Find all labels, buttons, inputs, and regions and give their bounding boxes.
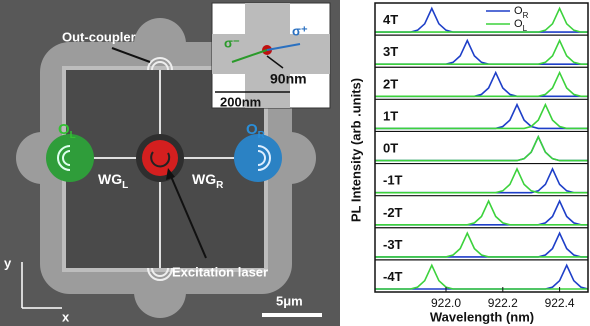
label: σ⁺	[292, 23, 308, 38]
legend-sub: R	[523, 11, 529, 20]
legend-sub: L	[523, 24, 528, 33]
label-base: WG	[98, 171, 122, 187]
label: 5μm	[276, 293, 303, 308]
spectrum	[375, 263, 589, 290]
label-sub: L	[70, 130, 76, 141]
spectrum	[375, 6, 588, 33]
label-sub: R	[216, 180, 224, 191]
x-tick-label: 922.4	[545, 296, 575, 310]
label: Excitation laser	[172, 264, 268, 279]
x-axis-label: Wavelength (nm)	[430, 309, 534, 324]
label: Out-coupler	[62, 29, 136, 44]
out-coupler-top	[147, 57, 173, 71]
axes-arrows	[21, 262, 62, 309]
inset-arrow	[266, 55, 284, 69]
spectrum	[375, 134, 588, 162]
coupler-right	[234, 134, 282, 182]
x-tick-label: 922.2	[488, 296, 518, 310]
spectrum	[375, 199, 588, 226]
spin-arrow	[150, 151, 171, 168]
label: WGL	[98, 171, 128, 191]
y-axis-label: PL Intensity (arb .units)	[348, 78, 363, 222]
label-sub: R	[258, 130, 266, 141]
spectrum	[375, 231, 588, 258]
spectrum	[375, 231, 588, 258]
legend-label: OL	[514, 18, 528, 33]
spectrum	[375, 70, 588, 98]
spectrum	[375, 102, 588, 130]
label: σ⁻	[224, 35, 240, 50]
legend-name: O	[514, 5, 523, 17]
spectrum	[375, 70, 588, 98]
spectrum	[375, 199, 588, 226]
sem-image: Out-coupler Excitation laser σ⁻ σ⁺ 90nm …	[0, 0, 340, 326]
x-tick-label: 922.0	[431, 296, 461, 310]
plot: 4T 3T 2T 1T 0T -1T -2T -3T -4T 922.0 922.2 922.4 ORO…	[374, 2, 589, 310]
out-coupler-bottom	[147, 267, 173, 281]
panel-label: 1T	[383, 108, 398, 123]
label-base: O	[58, 121, 70, 138]
legend-name: O	[514, 18, 523, 30]
panel-label: 3T	[383, 44, 398, 59]
coupler-rings	[57, 145, 71, 171]
coupler-rings	[257, 145, 271, 171]
spectrum	[375, 102, 588, 130]
pointer-head	[166, 168, 175, 180]
spectrum	[375, 38, 588, 65]
label-base: O	[246, 121, 258, 138]
plot-frame	[374, 2, 589, 293]
label-sub: L	[122, 180, 128, 191]
pointer	[111, 47, 151, 63]
spectrum	[375, 134, 588, 162]
panel-label: 0T	[383, 141, 398, 156]
inset-arrow	[266, 43, 301, 51]
spectrum	[375, 263, 588, 290]
pointer	[169, 173, 207, 259]
spectrum	[375, 166, 588, 194]
panel-label: -3T	[383, 237, 403, 252]
coupler-left	[46, 134, 94, 182]
label: OL	[58, 121, 76, 141]
label: WGR	[192, 171, 224, 191]
panel-label: 2T	[383, 76, 398, 91]
legend-label: OR	[514, 5, 529, 20]
panel-label: -4T	[383, 269, 403, 284]
label-base: WG	[192, 171, 216, 187]
label: x	[62, 309, 70, 324]
label: y	[4, 255, 12, 270]
inset-arrow	[231, 49, 268, 63]
spectrum	[375, 166, 588, 194]
excitation-spot	[142, 140, 178, 176]
label: OR	[246, 121, 266, 141]
frame-lobe	[134, 266, 186, 318]
label: 200nm	[220, 94, 261, 109]
panel-label: -2T	[383, 205, 403, 220]
label: 90nm	[270, 71, 307, 87]
scale-bar	[262, 313, 322, 317]
spectrum	[375, 38, 588, 65]
spectrum	[375, 6, 588, 33]
inset-waveguide	[212, 34, 330, 74]
panel-label: 4T	[383, 12, 398, 27]
panel-label: -1T	[383, 173, 403, 188]
frame-lobe	[134, 18, 186, 70]
